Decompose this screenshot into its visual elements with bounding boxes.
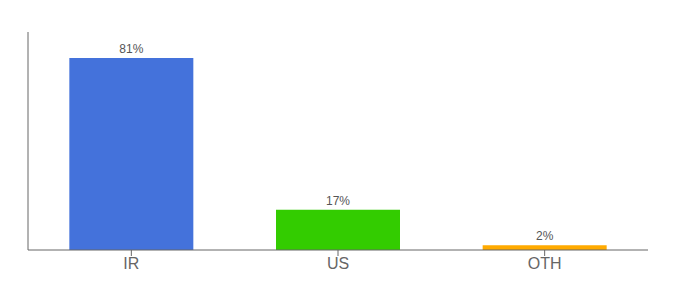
svg-text:81%: 81%: [119, 42, 143, 56]
svg-text:US: US: [327, 255, 349, 272]
svg-text:2%: 2%: [536, 229, 554, 243]
svg-text:OTH: OTH: [528, 255, 562, 272]
svg-text:17%: 17%: [326, 194, 350, 208]
svg-text:IR: IR: [123, 255, 139, 272]
